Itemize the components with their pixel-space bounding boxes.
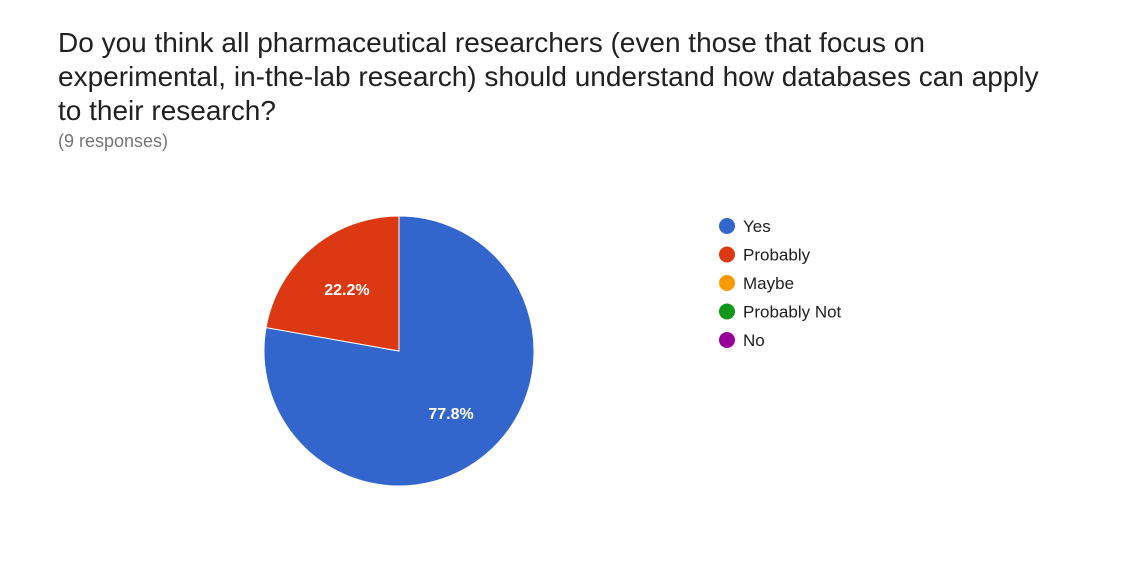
- legend-swatch: [719, 332, 735, 348]
- legend-swatch: [719, 303, 735, 320]
- legend-label: Yes: [743, 217, 771, 236]
- legend-item-probably-not[interactable]: Probably Not: [719, 303, 842, 322]
- pie-slice-probably[interactable]: [265, 215, 400, 352]
- legend-label: Maybe: [743, 274, 794, 293]
- pie-slice-labels: 77.8% 22.2%: [324, 282, 474, 423]
- legend-swatch: [719, 218, 735, 234]
- legend-item-yes[interactable]: Yes: [719, 217, 771, 236]
- legend-label: Probably: [743, 246, 811, 265]
- legend-label: No: [743, 331, 765, 350]
- legend-item-no[interactable]: No: [719, 331, 765, 350]
- legend-item-probably[interactable]: Probably: [719, 246, 811, 265]
- legend-label: Probably Not: [743, 303, 842, 322]
- legend-swatch: [719, 275, 735, 291]
- question-title: Do you think all pharmaceutical research…: [58, 27, 1039, 126]
- response-count: (9 responses): [58, 131, 169, 151]
- legend-swatch: [719, 246, 735, 263]
- pie-slice-label: 22.2%: [324, 282, 369, 299]
- chart-legend: Yes Probably Maybe Probably Not No: [719, 217, 842, 350]
- legend-item-maybe[interactable]: Maybe: [719, 274, 794, 293]
- pie-slices: [263, 215, 535, 487]
- pie-slice-label: 77.8%: [428, 406, 473, 423]
